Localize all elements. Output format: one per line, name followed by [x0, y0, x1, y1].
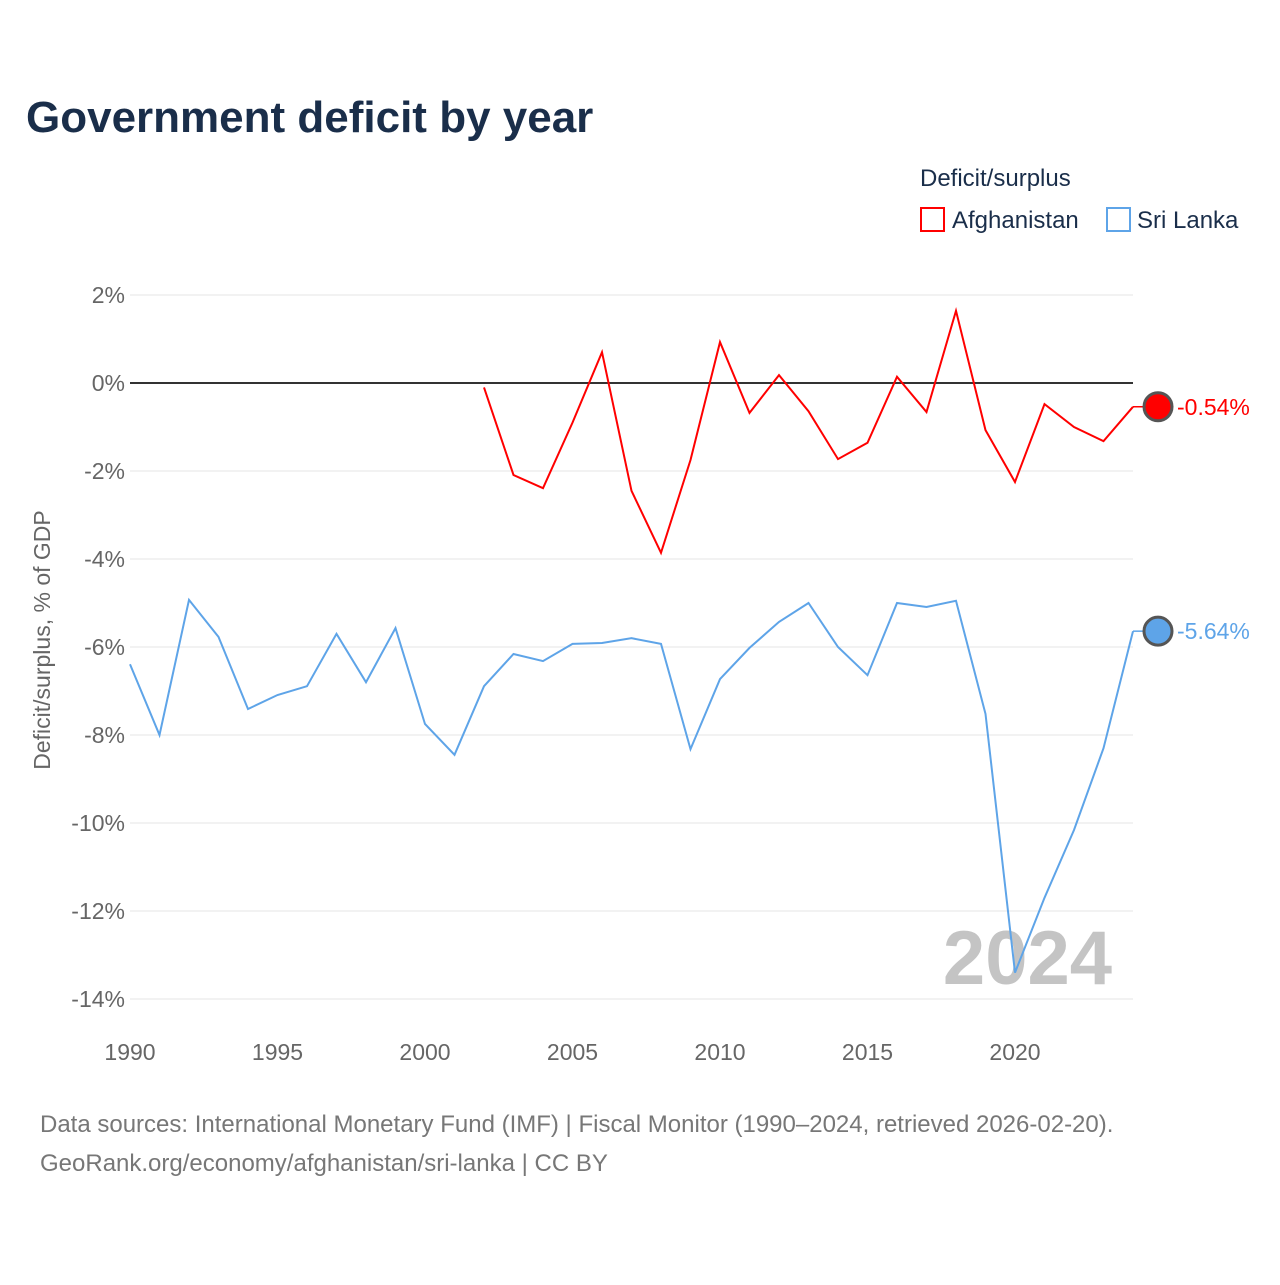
legend-label-afghanistan[interactable]: Afghanistan: [952, 207, 1079, 234]
x-tick-label: 2010: [694, 1039, 745, 1065]
x-axis: 1990 1995 2000 2005 2010 2015 2020: [104, 1039, 1040, 1065]
legend: Afghanistan Sri Lanka: [920, 207, 1239, 234]
series-line-sri-lanka: [129, 597, 1134, 973]
y-tick-label: -2%: [84, 458, 125, 484]
x-tick-label: 1995: [252, 1039, 303, 1065]
year-watermark: 2024: [943, 916, 1112, 1001]
y-tick-label: 2%: [92, 282, 125, 308]
x-tick-label: 1990: [104, 1039, 155, 1065]
y-tick-label: -6%: [84, 634, 125, 660]
y-axis: 2% 0% -2% -4% -6% -8% -10% -12% -14%: [71, 282, 125, 1012]
legend-label-sri-lanka[interactable]: Sri Lanka: [1137, 207, 1239, 234]
x-tick-label: 2000: [399, 1039, 450, 1065]
legend-title: Deficit/surplus: [920, 165, 1071, 192]
y-tick-label: -12%: [71, 898, 125, 924]
end-value-label-sri-lanka: -5.64%: [1177, 618, 1250, 644]
chart-title: Government deficit by year: [26, 93, 593, 142]
y-tick-label: -8%: [84, 722, 125, 748]
source-note: Data sources: International Monetary Fun…: [40, 1111, 1113, 1138]
y-tick-label: -14%: [71, 986, 125, 1012]
end-value-label-afghanistan: -0.54%: [1177, 394, 1250, 420]
y-tick-label: -10%: [71, 810, 125, 836]
y-tick-label: 0%: [92, 370, 125, 396]
legend-swatch-sri-lanka[interactable]: [1106, 207, 1131, 232]
y-axis-label: Deficit/surplus, % of GDP: [29, 510, 55, 769]
legend-swatch-afghanistan[interactable]: [920, 207, 945, 232]
series-group: -0.54% -5.64%: [129, 306, 1250, 973]
flag-icon-sri-lanka: [1142, 615, 1174, 647]
flag-icon-afghanistan: [1142, 391, 1174, 423]
credit-link[interactable]: GeoRank.org/economy/afghanistan/sri-lank…: [40, 1150, 608, 1177]
x-tick-label: 2005: [547, 1039, 598, 1065]
x-tick-label: 2015: [842, 1039, 893, 1065]
x-tick-label: 2020: [989, 1039, 1040, 1065]
series-line-afghanistan: [483, 306, 1134, 556]
y-tick-label: -4%: [84, 546, 125, 572]
grid: [130, 294, 1133, 1000]
